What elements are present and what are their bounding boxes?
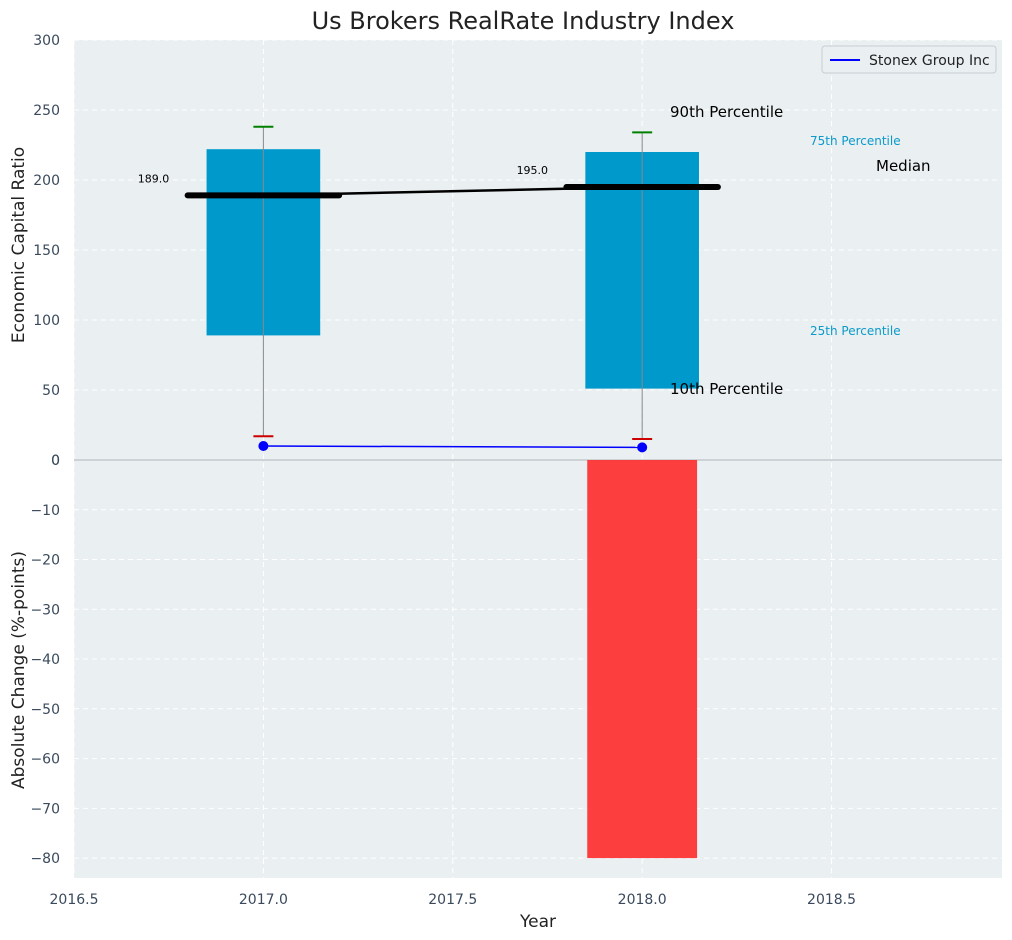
percentile-annotations: 90th Percentile 75th Percentile Median 2… bbox=[670, 103, 931, 398]
top-y-tick-label: 150 bbox=[33, 243, 60, 259]
bottom-y-axis-label: Absolute Change (%-points) bbox=[9, 551, 29, 789]
top-y-tick-label: 0 bbox=[51, 453, 60, 469]
x-tick-label: 2017.5 bbox=[428, 892, 477, 908]
bottom-y-tick-label: −60 bbox=[30, 752, 60, 768]
x-tick-label: 2016.5 bbox=[50, 892, 99, 908]
legend: Stonex Group Inc bbox=[821, 45, 997, 74]
bottom-y-tick-label: −20 bbox=[30, 553, 60, 569]
x-tick-label: 2018.5 bbox=[807, 892, 856, 908]
annotation-p75: 75th Percentile bbox=[810, 134, 901, 148]
annotation-p25: 25th Percentile bbox=[810, 324, 901, 338]
company-line bbox=[263, 445, 643, 449]
x-tick-label: 2017.0 bbox=[239, 892, 288, 908]
company-point bbox=[637, 442, 648, 453]
bottom-y-tick-label: −50 bbox=[30, 702, 60, 718]
top-y-tick-label: 250 bbox=[33, 103, 60, 119]
median-value-label: 195.0 bbox=[517, 164, 549, 177]
legend-label: Stonex Group Inc bbox=[869, 53, 990, 69]
bottom-y-tick-label: −30 bbox=[30, 602, 60, 618]
annotation-p90: 90th Percentile bbox=[670, 103, 783, 121]
annotation-median: Median bbox=[876, 157, 931, 175]
median-value-label: 189.0 bbox=[138, 172, 170, 185]
legend-box bbox=[821, 45, 997, 74]
bottom-y-tick-label: −10 bbox=[30, 503, 60, 519]
top-y-tick-label: 100 bbox=[33, 313, 60, 329]
chart-title: Us Brokers RealRate Industry Index bbox=[312, 7, 735, 35]
x-axis-label: Year bbox=[519, 912, 556, 932]
marks: 189.0 195.0 bbox=[138, 125, 721, 859]
x-tick-label: 2018.0 bbox=[618, 892, 667, 908]
top-y-tick-label: 50 bbox=[42, 383, 60, 399]
company-point bbox=[258, 441, 269, 451]
bottom-plot-area bbox=[74, 460, 1002, 878]
change-bar bbox=[587, 460, 698, 859]
bottom-y-tick-label: −70 bbox=[30, 801, 60, 817]
top-y-axis-label: Economic Capital Ratio bbox=[9, 147, 29, 343]
bottom-y-tick-label: −80 bbox=[30, 851, 60, 867]
annotation-p10: 10th Percentile bbox=[670, 380, 783, 398]
bottom-y-tick-label: −40 bbox=[30, 652, 60, 668]
top-y-tick-label: 300 bbox=[33, 33, 60, 49]
bottom-y-tick-label: 0 bbox=[51, 453, 60, 469]
tick-labels: 2016.5 2017.0 2017.5 2018.0 2018.5 0 50 100 150 2… bbox=[30, 33, 856, 908]
top-y-tick-label: 200 bbox=[33, 173, 60, 189]
